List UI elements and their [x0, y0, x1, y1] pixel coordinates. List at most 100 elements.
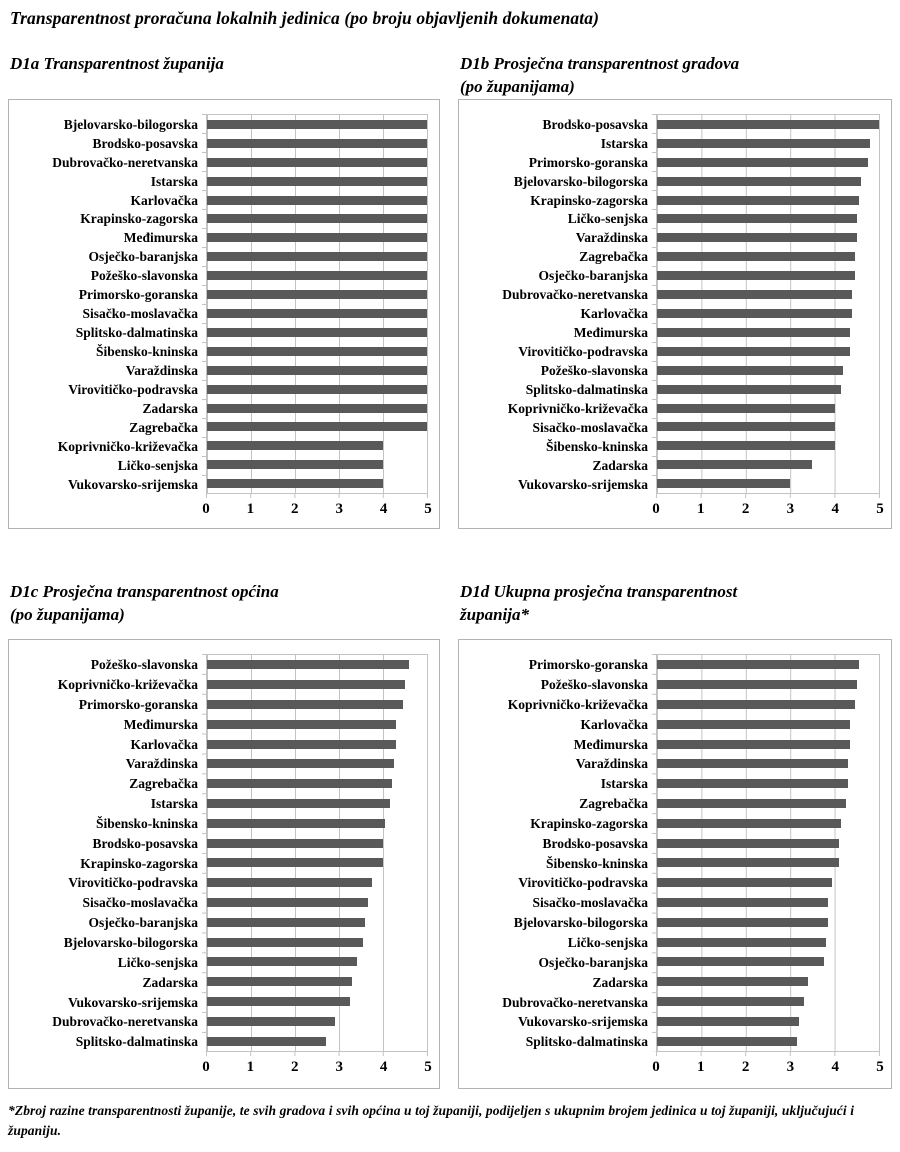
bar [657, 897, 828, 907]
bar [657, 214, 857, 224]
bar [207, 195, 427, 205]
category-label: Karlovačka [130, 736, 199, 752]
bar-row [207, 285, 427, 304]
bar [207, 309, 427, 319]
x-tick-label: 5 [876, 1059, 884, 1075]
bar [207, 327, 427, 337]
category-label: Koprivničko-križevačka [507, 696, 648, 712]
bar-row [657, 754, 879, 774]
category-label: Virovitičko-podravska [518, 875, 648, 891]
bar-row [657, 794, 879, 814]
bar-row [207, 418, 427, 437]
bar-row [207, 361, 427, 380]
category-label: Zadarska [592, 457, 648, 473]
bar [207, 937, 364, 947]
bar-row [207, 992, 427, 1012]
bar-row [207, 972, 427, 992]
chart-body: Brodsko-posavska Istarska Primorsko-gorans… [459, 114, 880, 494]
plot-area [202, 114, 428, 494]
bar [657, 290, 853, 300]
bar-row [207, 153, 427, 172]
x-tick-label: 3 [786, 1059, 795, 1075]
bar [207, 233, 427, 243]
x-axis-ticks [206, 494, 428, 498]
bar [207, 346, 427, 356]
bar-row [657, 191, 879, 210]
bar [657, 176, 862, 186]
category-label: Zadarska [142, 401, 198, 417]
category-label: Koprivničko-križevačka [507, 401, 648, 417]
category-label: Koprivničko-križevačka [57, 438, 198, 454]
bar [657, 271, 855, 281]
x-tick-label: 3 [335, 1059, 343, 1075]
bar [657, 699, 855, 709]
bar-row [207, 228, 427, 247]
category-label: Varaždinska [575, 756, 648, 772]
category-label: Sisačko-moslavačka [82, 895, 198, 911]
x-axis: 0 1 2 3 4 5 [652, 1052, 884, 1084]
bar-row [207, 1011, 427, 1031]
y-axis-ticks [652, 654, 657, 1052]
bar-row [657, 172, 879, 191]
category-label: Ličko-senjska [567, 211, 648, 227]
bar-row [207, 853, 427, 873]
x-tick-label: 0 [202, 501, 210, 517]
category-label: Virovitičko-podravska [68, 875, 198, 891]
bar [207, 214, 427, 224]
bar [207, 838, 383, 848]
category-label: Dubrovačko-neretvanska [52, 1014, 198, 1030]
bar-row [657, 1011, 879, 1031]
bar [657, 309, 853, 319]
category-label: Primorsko-goranska [78, 287, 198, 303]
bar-row [207, 342, 427, 361]
bar-row [207, 734, 427, 754]
bar [657, 422, 835, 432]
bar [207, 403, 427, 413]
bar-row [207, 912, 427, 932]
category-label: Karlovačka [580, 716, 649, 732]
category-label: Primorsko-goranska [78, 696, 198, 712]
plot-area [652, 114, 880, 494]
x-tick-label: 0 [202, 1059, 210, 1075]
bar [207, 252, 427, 262]
category-label: Sisačko-moslavačka [82, 306, 198, 322]
bar [207, 917, 366, 927]
bar-row [207, 714, 427, 734]
bar [207, 479, 383, 489]
bar [207, 818, 386, 828]
category-label: Koprivničko-križevačka [57, 677, 198, 693]
bar-row [657, 774, 879, 794]
bar [657, 818, 842, 828]
bar-row [657, 734, 879, 754]
bar [657, 138, 871, 148]
category-label: Brodsko-posavska [542, 116, 648, 132]
category-label: Zagrebačka [129, 776, 198, 792]
category-label: Sisačko-moslavačka [532, 895, 648, 911]
category-label: Dubrovačko-neretvanska [502, 287, 648, 303]
category-label: Međimurska [123, 230, 198, 246]
bar [657, 403, 835, 413]
x-tick-label: 1 [697, 1059, 705, 1075]
chart-panel-d1a: Bjelovarsko-bilogorska Brodsko-posavska Du… [8, 99, 440, 529]
category-label: Karlovačka [130, 192, 199, 208]
chart-panel-d1c: Požeško-slavonska Koprivničko-križevačka P… [8, 639, 440, 1089]
category-label: Zadarska [142, 974, 198, 990]
plot-area [652, 654, 880, 1052]
bar-row [207, 474, 427, 493]
category-label: Istarska [150, 796, 198, 812]
chart-body: Bjelovarsko-bilogorska Brodsko-posavska Du… [9, 114, 428, 494]
category-label: Bjelovarsko-bilogorska [63, 116, 198, 132]
category-label: Splitsko-dalmatinska [75, 1034, 198, 1050]
bar-row [657, 972, 879, 992]
charts-grid: D1a Transparentnost županija D1b Prosječ… [8, 53, 892, 1089]
bar-row [207, 323, 427, 342]
bar-row [657, 323, 879, 342]
bar-row [207, 655, 427, 675]
bar [207, 157, 427, 167]
x-axis-ticks [656, 1052, 880, 1056]
bar-row [657, 418, 879, 437]
bar [657, 917, 828, 927]
bar [657, 1016, 800, 1026]
bar [657, 346, 851, 356]
